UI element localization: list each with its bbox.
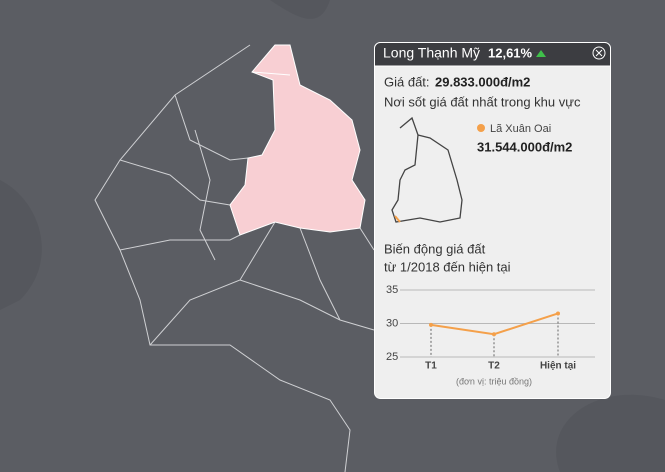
street-price: 31.544.000đ/m2 — [477, 139, 572, 154]
x-tick-label: T2 — [488, 361, 500, 372]
street-dot — [477, 124, 485, 132]
street-name: Lã Xuân Oai — [490, 123, 551, 135]
river — [556, 394, 665, 472]
district-minimap — [391, 116, 463, 223]
price-point — [429, 322, 433, 327]
ward-border — [251, 71, 291, 76]
x-tick-label: Hiện tại — [540, 361, 576, 372]
close-button[interactable] — [592, 46, 606, 60]
chart-subtitle: từ 1/2018 đến hiện tại — [384, 259, 511, 274]
price: 29.833.000đ/m2 — [435, 74, 530, 89]
river — [0, 180, 42, 310]
river — [270, 0, 330, 19]
price-point — [492, 332, 496, 337]
district-borders — [94, 44, 375, 472]
price-label: Giá đất: — [384, 74, 430, 89]
price-point — [556, 311, 560, 316]
district-name: Long Thạnh Mỹ — [383, 45, 480, 61]
up-arrow — [536, 50, 546, 57]
y-tick-label: 30 — [386, 317, 398, 329]
hottest-label: Nơi sốt giá đất nhất trong khu vực — [384, 94, 581, 109]
unit-note: (đơn vị: triệu đồng) — [456, 376, 532, 386]
close-icon — [595, 49, 603, 57]
street-highlight — [394, 215, 401, 223]
x-tick-label: T1 — [425, 361, 437, 372]
change-percent: 12,61% — [488, 45, 533, 60]
selected-district[interactable] — [229, 44, 366, 236]
y-tick-label: 35 — [386, 284, 398, 296]
popup-header — [374, 42, 611, 67]
y-tick-label: 25 — [386, 351, 398, 363]
chart-title: Biến động giá đất — [384, 241, 486, 256]
